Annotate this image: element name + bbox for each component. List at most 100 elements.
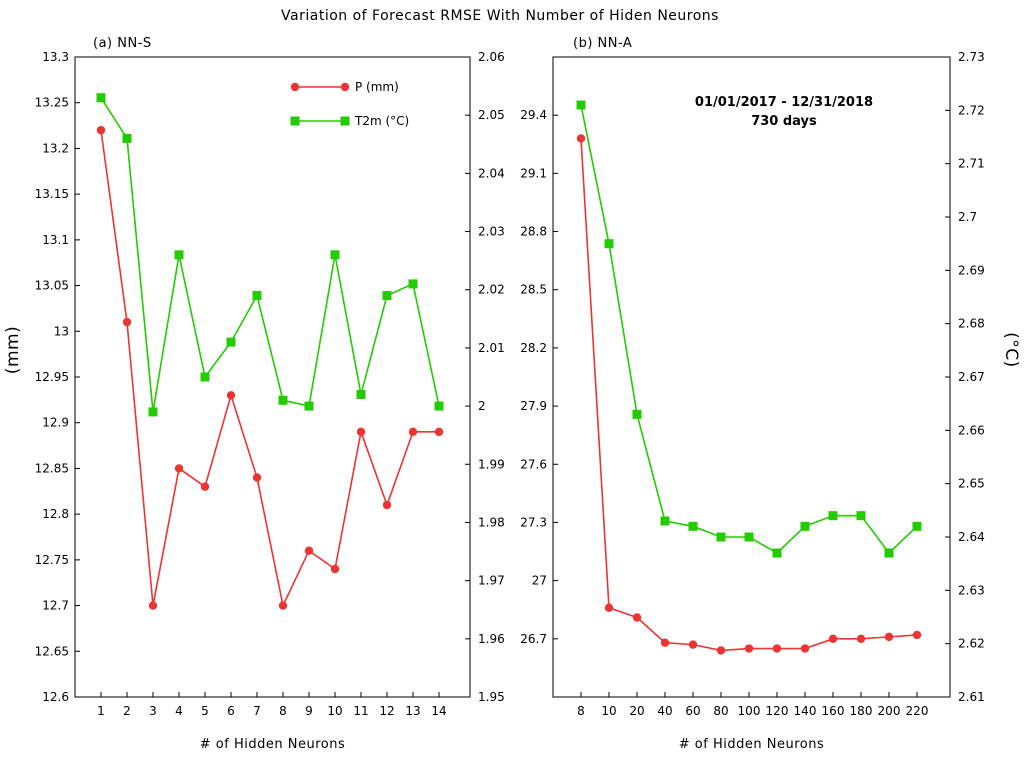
precip-series-line [100, 130, 439, 609]
left-y-tick-label: 12.95 [35, 370, 69, 384]
precip-data-point [884, 632, 894, 642]
precip-series-line [580, 138, 918, 652]
right-y-tick-label: 2.69 [958, 263, 985, 277]
right-y-tick-label: 2.63 [958, 583, 985, 597]
left-y-tick-label: 13 [54, 324, 69, 338]
left-y-tick-label: 28.8 [520, 225, 547, 239]
x-tick-label: 7 [253, 704, 261, 718]
precip-data-point [660, 638, 670, 647]
precip-data-point [576, 134, 586, 143]
x-tick-label: 4 [175, 704, 183, 718]
left-y-tick-label: 13.05 [35, 279, 69, 293]
legend-t2m-label: T2m (°C) [354, 114, 409, 128]
left-y-tick-label: 27.3 [520, 515, 547, 529]
figure-title: Variation of Forecast RMSE With Number o… [281, 8, 719, 24]
t2m-data-point [632, 409, 642, 419]
right-y-tick-label: 2.66 [958, 423, 985, 437]
left-y-tick-label: 13.3 [42, 50, 69, 64]
precip-data-point [382, 500, 392, 510]
legend-precip-label: P (mm) [355, 80, 399, 94]
x-tick-label: 60 [685, 704, 700, 718]
precip-data-point [96, 125, 106, 135]
t2m-data-point [382, 291, 392, 301]
x-tick-label: 14 [431, 704, 446, 718]
precip-data-point [252, 473, 262, 482]
x-tick-label: 8 [577, 704, 585, 718]
t2m-data-point [148, 407, 158, 417]
precip-data-point [772, 644, 782, 653]
right-y-tick-label: 2.01 [478, 341, 505, 355]
right-y-tick-label: 2.05 [478, 108, 505, 122]
right-y-tick-label: 2.06 [478, 50, 505, 64]
right-y-axis-label: (°C) [1001, 332, 1021, 368]
t2m-data-point [800, 521, 810, 531]
t2m-series-line [580, 104, 918, 555]
precip-data-point [356, 427, 366, 437]
precip-data-point [632, 613, 642, 622]
left-y-tick-label: 12.65 [35, 644, 69, 658]
x-tick-label: 12 [379, 704, 394, 718]
x-tick-label: 10 [327, 704, 342, 718]
right-y-tick-label: 2.67 [958, 370, 985, 384]
right-y-tick-label: 1.97 [478, 574, 505, 588]
left-y-tick-label: 28.2 [520, 341, 547, 355]
left-y-tick-label: 27.6 [520, 457, 547, 471]
right-y-tick-label: 2.7 [958, 210, 977, 224]
left-y-tick-label: 29.1 [520, 166, 547, 180]
panel-label: (a) NN-S [93, 36, 152, 51]
t2m-data-point [856, 511, 866, 521]
left-y-tick-label: 13.2 [42, 141, 69, 155]
legend-precip-marker [340, 82, 350, 92]
t2m-data-point [576, 100, 586, 110]
x-axis-label: # of Hidden Neurons [679, 737, 824, 752]
right-y-tick-label: 1.95 [478, 690, 505, 704]
x-tick-label: 2 [123, 704, 131, 718]
right-y-tick-label: 2 [478, 399, 486, 413]
t2m-series-line [100, 97, 440, 413]
precip-data-point [200, 482, 210, 491]
date-range-annotation: 01/01/2017 - 12/31/2018 [695, 95, 873, 110]
left-y-tick-label: 12.8 [42, 507, 69, 521]
panel-b-nn-a: 26.7 27 27.3 27.6 27.9 28.2 28.5 28.8 29.1 29.4 2.… [520, 36, 1021, 752]
left-y-tick-label: 13.1 [42, 233, 69, 247]
right-y-tick-label: 2.02 [478, 283, 505, 297]
precip-data-point [744, 644, 754, 653]
x-tick-label: 20 [629, 704, 644, 718]
t2m-data-point [356, 389, 366, 399]
left-y-tick-label: 13.25 [35, 96, 69, 110]
x-axis-label: # of Hidden Neurons [200, 737, 345, 752]
right-y-tick-label: 2.62 [958, 637, 985, 651]
x-tick-label: 3 [149, 704, 157, 718]
t2m-data-point [912, 521, 922, 531]
left-y-tick-label: 13.15 [35, 187, 69, 201]
right-y-tick-label: 2.64 [958, 530, 985, 544]
precip-data-point [912, 630, 922, 640]
right-y-tick-label: 2.72 [958, 103, 985, 117]
t2m-data-point [660, 516, 670, 526]
x-tick-label: 11 [353, 704, 368, 718]
x-tick-label: 120 [766, 704, 789, 718]
t2m-data-point [174, 250, 184, 260]
right-y-tick-label: 2.71 [958, 157, 985, 171]
t2m-data-point [200, 372, 210, 382]
precip-data-point [278, 601, 288, 610]
t2m-data-point [252, 291, 262, 301]
plot-frame [552, 56, 951, 698]
x-tick-label: 6 [227, 704, 235, 718]
left-y-tick-label: 12.9 [42, 416, 69, 430]
left-y-tick-label: 28.5 [520, 283, 547, 297]
precip-data-point [856, 634, 866, 644]
t2m-data-point [226, 337, 236, 347]
x-tick-label: 160 [822, 704, 845, 718]
x-tick-label: 200 [878, 704, 901, 718]
precip-data-point [330, 564, 340, 574]
x-tick-label: 180 [850, 704, 873, 718]
t2m-data-point [408, 279, 418, 289]
x-tick-label: 220 [906, 704, 929, 718]
left-y-tick-label: 27.9 [520, 399, 547, 413]
panel-a-nn-s: 12.612.6512.712.7512.812.8512.912.951313… [3, 36, 505, 752]
t2m-data-point [96, 93, 106, 103]
precip-data-point [226, 391, 236, 400]
x-tick-label: 80 [713, 704, 728, 718]
